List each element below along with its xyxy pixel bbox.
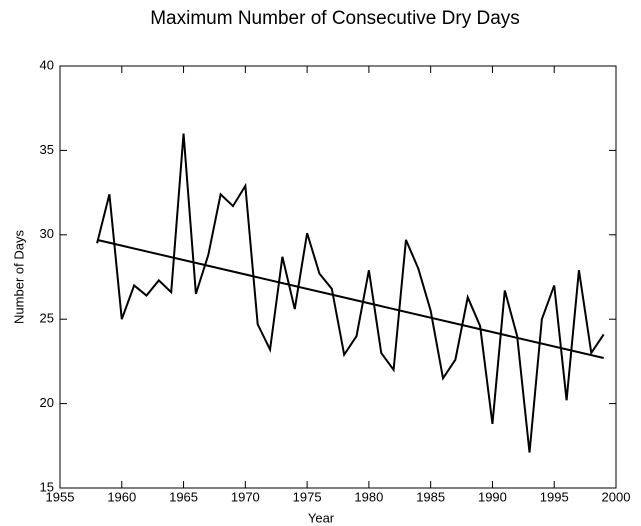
plot-frame	[59, 65, 617, 489]
x-tick-label: 1970	[231, 489, 260, 504]
y-tick-label: 15	[40, 479, 54, 494]
x-tick-label: 1985	[416, 489, 445, 504]
x-tick-label: 1960	[107, 489, 136, 504]
chart-title: Maximum Number of Consecutive Dry Days	[150, 8, 520, 29]
y-tick-label: 30	[40, 226, 54, 241]
y-tick-label: 35	[40, 142, 54, 157]
x-tick-label: 1990	[478, 489, 507, 504]
x-axis-label: Year	[308, 510, 335, 525]
y-axis-label: Number of Days	[11, 230, 26, 324]
y-tick-label: 25	[40, 311, 54, 326]
trend-line	[96, 238, 604, 359]
x-tick-label: 2000	[602, 489, 631, 504]
x-tick-label: 1955	[46, 489, 75, 504]
y-tick-label: 40	[40, 57, 54, 72]
x-tick-label: 1980	[354, 489, 383, 504]
x-tick-label: 1995	[540, 489, 569, 504]
data-line	[96, 133, 605, 453]
x-tick-label: 1975	[293, 489, 322, 504]
x-tick-label: 1965	[169, 489, 198, 504]
y-tick-label: 20	[40, 395, 54, 410]
